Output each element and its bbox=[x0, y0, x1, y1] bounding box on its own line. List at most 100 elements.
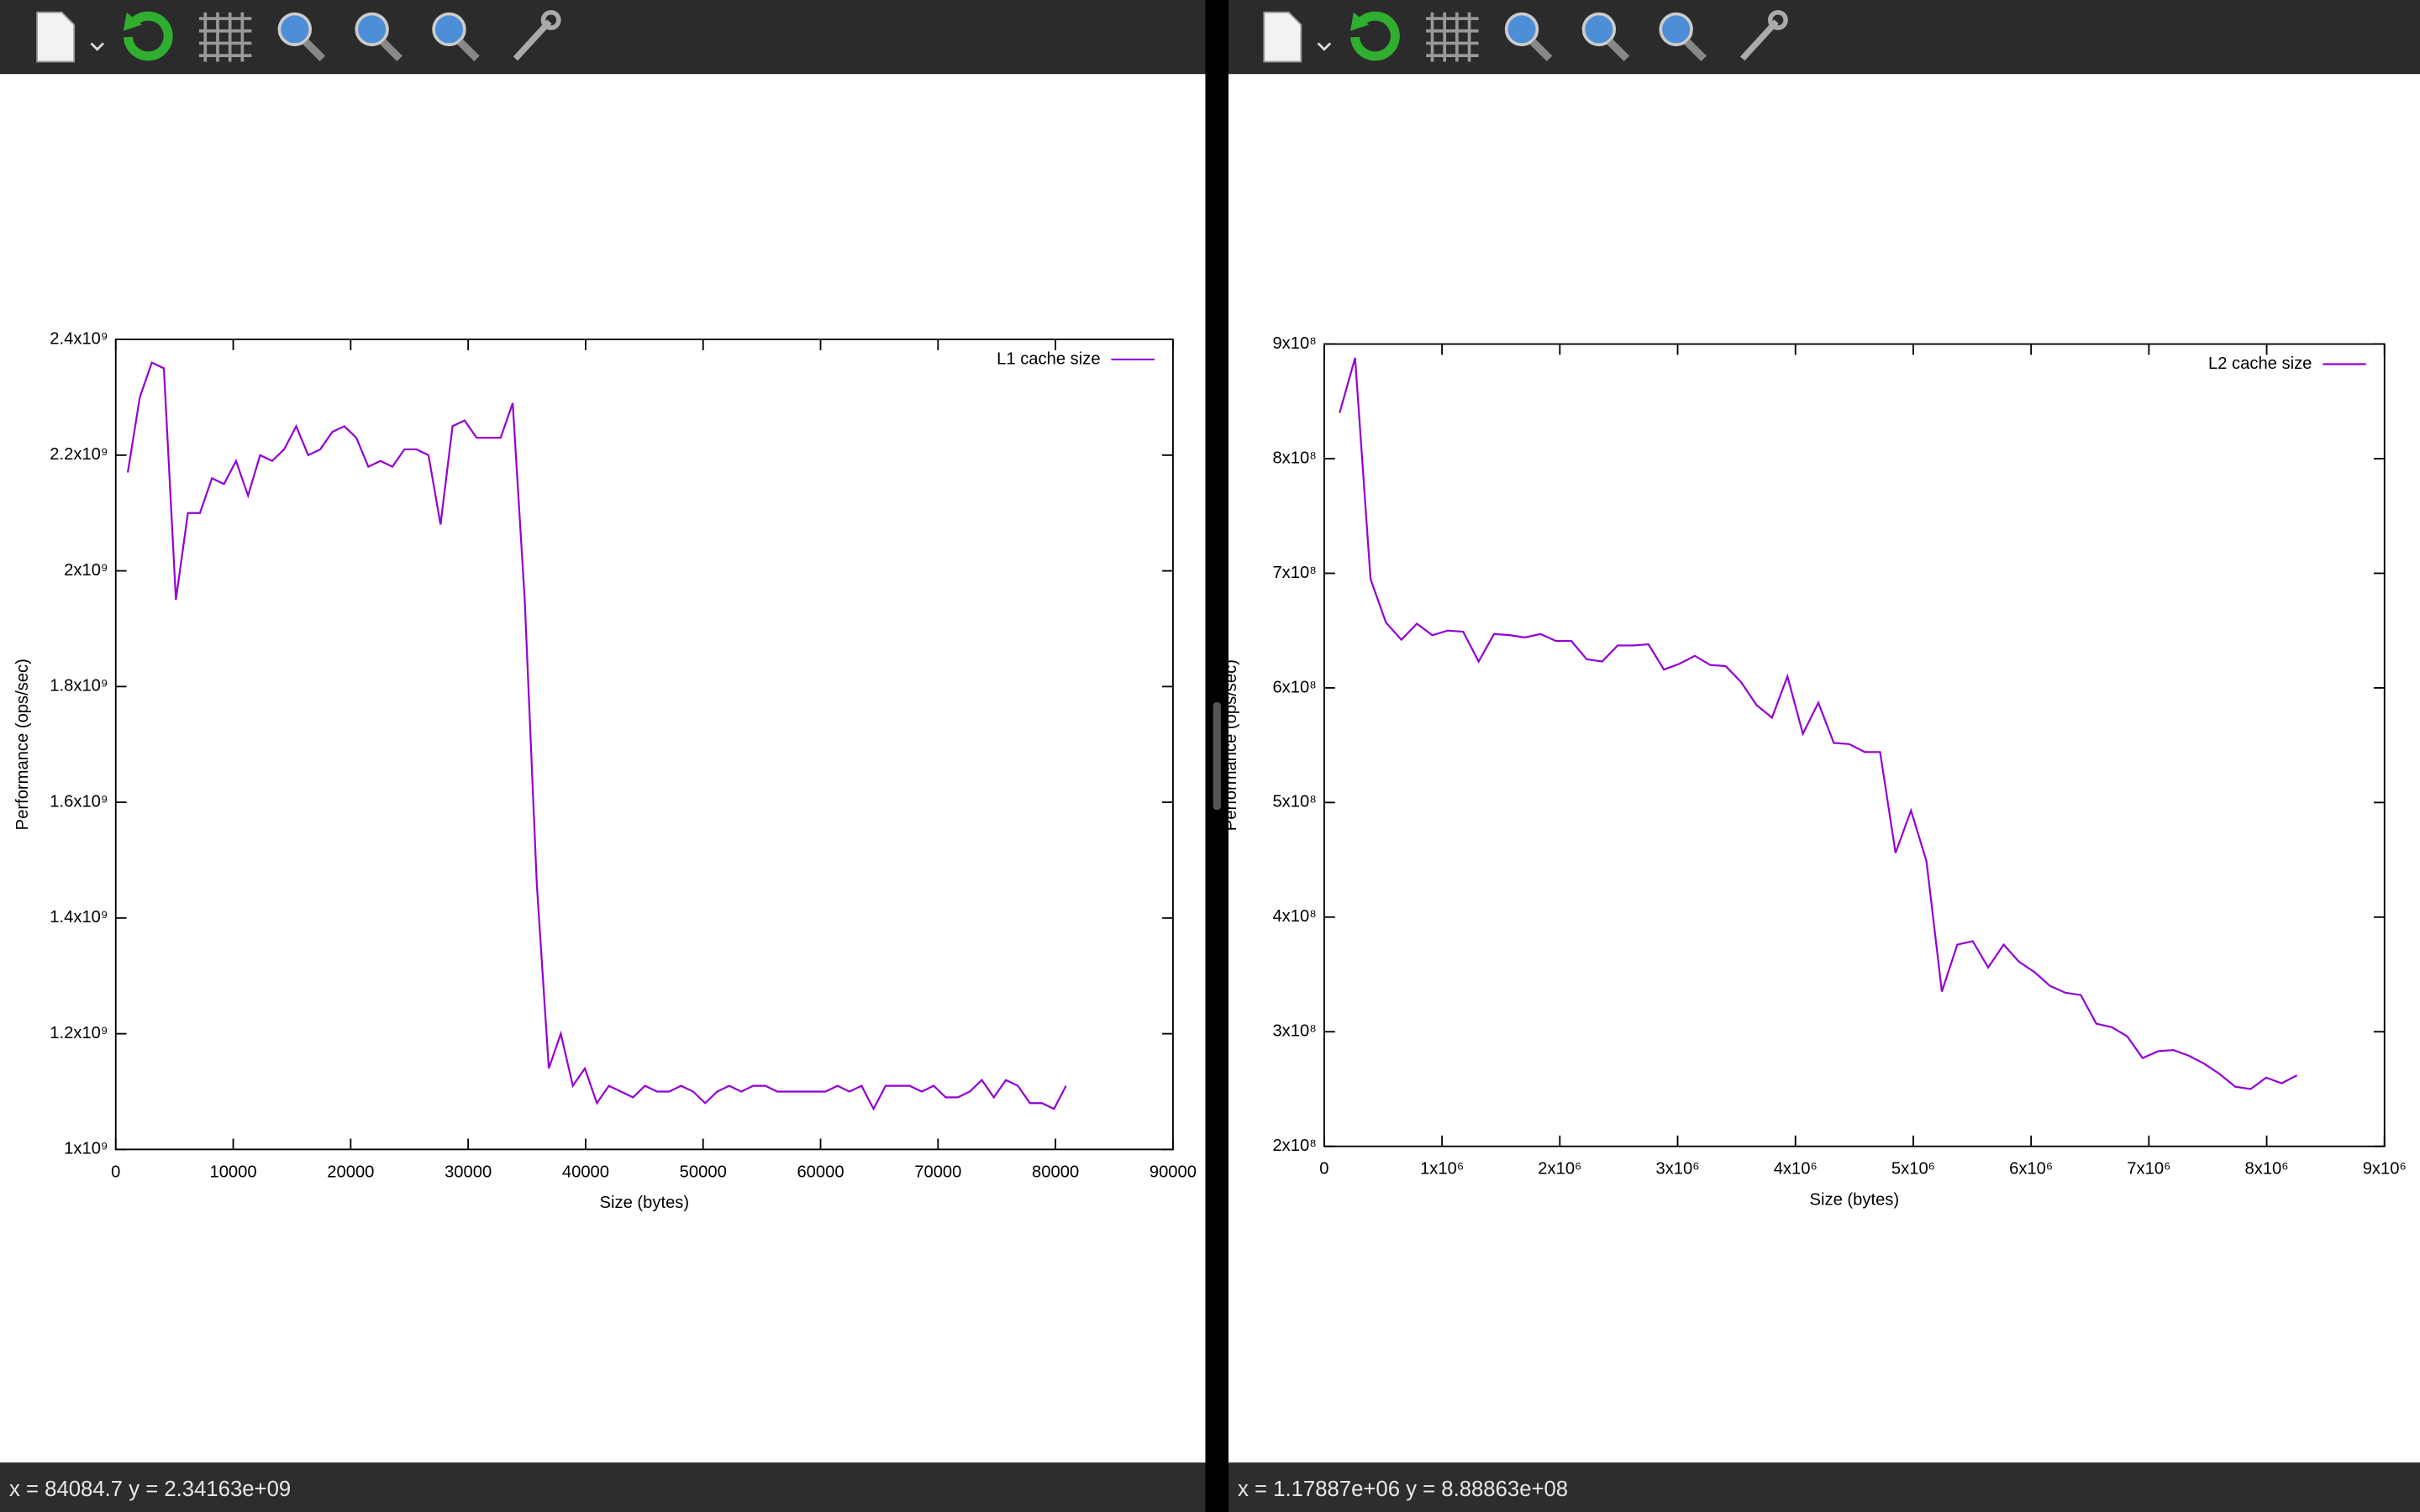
x-tick-label: 3x10⁶ bbox=[1655, 1160, 1699, 1179]
icon bbox=[513, 19, 552, 61]
data-line bbox=[1339, 357, 2298, 1090]
replot-button[interactable] bbox=[1350, 11, 1400, 61]
y-tick-label: 4x10⁸ bbox=[1272, 907, 1316, 926]
icon bbox=[355, 12, 389, 47]
y-axis-label: Performance (ops/sec) bbox=[13, 659, 32, 830]
zoom-button[interactable] bbox=[277, 12, 326, 62]
x-tick-label: 6x10⁶ bbox=[2009, 1160, 2053, 1179]
y-tick-label: 1x10⁹ bbox=[64, 1140, 108, 1158]
chart: 2x10⁸ 3x10⁸ 4x10⁸ 5x10⁸ 6x10⁸ 7x10⁸ 8x10⁸ 9x10⁸… bbox=[1222, 334, 2407, 1209]
zoom-button[interactable] bbox=[432, 12, 480, 62]
icon bbox=[380, 39, 402, 62]
status-text: x = 84084.7 y = 2.34163e+09 bbox=[9, 1478, 291, 1501]
x-tick-label: 7x10⁶ bbox=[2127, 1160, 2170, 1179]
grid-button[interactable] bbox=[198, 12, 252, 62]
icon bbox=[1767, 9, 1788, 30]
y-tick-label: 9x10⁸ bbox=[1272, 334, 1316, 353]
toolbar bbox=[1228, 0, 2420, 75]
plot-area bbox=[0, 74, 1206, 1463]
x-tick-label: 9x10⁶ bbox=[2363, 1160, 2407, 1179]
x-axis-label: Size (bytes) bbox=[600, 1194, 690, 1212]
status-bar bbox=[0, 1462, 1206, 1512]
y-tick-label: 2.4x10⁹ bbox=[50, 329, 108, 348]
x-tick-label: 40000 bbox=[562, 1163, 609, 1181]
toolbar bbox=[0, 0, 1206, 75]
x-tick-label: 30000 bbox=[445, 1163, 492, 1181]
y-tick-label: 1.4x10⁹ bbox=[50, 908, 108, 927]
window-right: x = 1.17887e+06 y = 8.88863e+08 bbox=[1228, 0, 2420, 1512]
x-tick-label: 90000 bbox=[1150, 1163, 1197, 1181]
y-tick-label: 1.6x10⁹ bbox=[50, 792, 108, 811]
splitter-handle[interactable] bbox=[1213, 701, 1221, 811]
icon bbox=[1350, 11, 1400, 61]
y-tick-label: 2x10⁹ bbox=[64, 561, 108, 580]
icon bbox=[90, 42, 105, 51]
icon bbox=[1263, 11, 1302, 63]
legend-label: L2 cache size bbox=[2208, 354, 2312, 373]
x-tick-label: 0 bbox=[111, 1163, 120, 1181]
x-tick-label: 4x10⁶ bbox=[1774, 1160, 1818, 1179]
plot-area bbox=[1228, 74, 2420, 1463]
icon bbox=[1739, 19, 1779, 61]
x-tick-label: 20000 bbox=[327, 1163, 374, 1181]
y-axis-label: Performance (ops/sec) bbox=[1222, 659, 1240, 831]
plot-frame bbox=[114, 339, 1174, 1151]
y-tick-label: 5x10⁸ bbox=[1272, 793, 1316, 811]
icon bbox=[123, 12, 142, 31]
status-bar bbox=[1228, 1462, 2420, 1512]
x-tick-label: 60000 bbox=[797, 1163, 844, 1181]
y-tick-label: 2.2x10⁹ bbox=[50, 445, 108, 464]
icon bbox=[432, 12, 466, 47]
icon bbox=[540, 9, 561, 30]
icon bbox=[1607, 39, 1630, 62]
grid-button[interactable] bbox=[1426, 12, 1479, 62]
x-tick-label: 5x10⁶ bbox=[1891, 1160, 1935, 1179]
x-tick-label: 70000 bbox=[914, 1163, 961, 1181]
zoom-button[interactable] bbox=[355, 12, 402, 62]
x-tick-label: 50000 bbox=[680, 1163, 727, 1181]
icon bbox=[1350, 12, 1370, 31]
icon bbox=[1317, 42, 1332, 51]
x-tick-label: 2x10⁶ bbox=[1538, 1160, 1581, 1179]
y-tick-label: 7x10⁸ bbox=[1272, 564, 1316, 582]
window-left: x = 84084.7 y = 2.34163e+09 bbox=[0, 0, 1206, 1512]
x-axis-label: Size (bytes) bbox=[1810, 1190, 1900, 1209]
legend-label: L1 cache size bbox=[997, 349, 1100, 368]
status-text: x = 1.17887e+06 y = 8.88863e+08 bbox=[1238, 1478, 1568, 1501]
icon bbox=[457, 39, 480, 62]
chart: 1x10⁹ 1.2x10⁹ 1.4x10⁹ 1.6x10⁹ 1.8x10⁹ 2x10⁹ 2.… bbox=[13, 329, 1197, 1212]
icon bbox=[1581, 12, 1617, 47]
icon bbox=[1529, 39, 1553, 62]
toolbars bbox=[36, 9, 1788, 63]
export-button[interactable] bbox=[36, 11, 105, 63]
zoom-button[interactable] bbox=[1504, 12, 1553, 62]
zoom-button[interactable] bbox=[1581, 12, 1630, 62]
icon bbox=[36, 11, 76, 63]
plot-frame bbox=[1323, 343, 2386, 1147]
icon bbox=[302, 39, 326, 62]
icon bbox=[1504, 12, 1539, 47]
y-tick-label: 2x10⁸ bbox=[1272, 1137, 1316, 1155]
settings-button[interactable] bbox=[513, 9, 561, 61]
icon bbox=[1659, 12, 1693, 47]
data-line bbox=[126, 361, 1067, 1111]
y-tick-label: 8x10⁸ bbox=[1272, 449, 1316, 467]
y-tick-label: 3x10⁸ bbox=[1272, 1022, 1316, 1041]
y-tick-label: 1.8x10⁹ bbox=[50, 677, 108, 696]
x-tick-label: 8x10⁶ bbox=[2245, 1160, 2289, 1179]
x-tick-label: 10000 bbox=[209, 1163, 256, 1181]
y-tick-label: 6x10⁸ bbox=[1272, 678, 1316, 696]
export-button[interactable] bbox=[1263, 11, 1332, 63]
y-tick-label: 1.2x10⁹ bbox=[50, 1024, 108, 1042]
replot-button[interactable] bbox=[123, 11, 173, 61]
x-tick-label: 80000 bbox=[1032, 1163, 1079, 1181]
settings-button[interactable] bbox=[1739, 9, 1788, 61]
x-tick-label: 1x10⁶ bbox=[1420, 1160, 1464, 1179]
icon bbox=[123, 11, 173, 61]
x-tick-label: 0 bbox=[1319, 1160, 1328, 1179]
icon bbox=[1684, 39, 1707, 62]
zoom-button[interactable] bbox=[1659, 12, 1707, 62]
icon bbox=[277, 12, 313, 47]
